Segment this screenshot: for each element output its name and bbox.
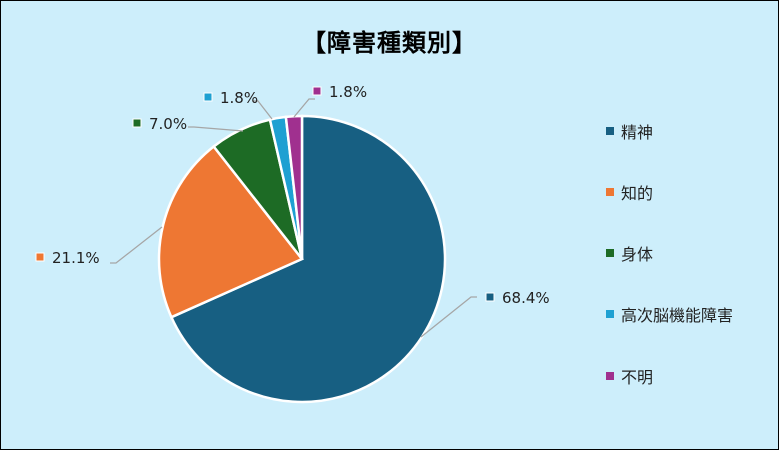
data-label-swatch: [35, 252, 45, 262]
legend-item-1: 精神: [606, 121, 654, 142]
pie-slice-2: [157, 144, 304, 319]
legend-label: 知的: [621, 184, 654, 203]
legend-label: 身体: [621, 245, 654, 264]
legend-item-5: 不明: [606, 366, 654, 387]
data-label-4: 1.8%: [203, 89, 258, 107]
legend-item-3: 身体: [606, 243, 654, 264]
legend-swatch: [606, 127, 614, 135]
data-label-swatch: [485, 292, 495, 302]
data-label-text: 68.4%: [502, 289, 550, 307]
data-label-5: 1.8%: [312, 83, 367, 101]
data-label-swatch: [312, 86, 322, 96]
leader-line-1: [420, 296, 477, 338]
legend-swatch: [606, 372, 614, 380]
data-label-swatch: [203, 92, 213, 102]
leader-line-2: [110, 226, 163, 264]
leader-line-3: [188, 126, 244, 132]
legend-swatch: [606, 310, 614, 318]
data-label-text: 1.8%: [220, 89, 258, 107]
legend-label: 不明: [621, 368, 654, 387]
legend-label: 高次脳機能障害: [621, 306, 734, 325]
data-label-text: 21.1%: [52, 249, 100, 267]
data-label-text: 7.0%: [149, 115, 187, 133]
data-label-text: 1.8%: [329, 83, 367, 101]
data-label-1: 68.4%: [485, 289, 550, 307]
legend-label: 精神: [621, 123, 654, 142]
leader-line-4: [252, 100, 273, 120]
legend-item-4: 高次脳機能障害: [606, 304, 734, 325]
data-label-swatch: [132, 118, 142, 128]
legend-item-2: 知的: [606, 182, 654, 203]
legend-swatch: [606, 188, 614, 196]
data-label-2: 21.1%: [35, 249, 100, 267]
leader-line-5: [293, 98, 315, 118]
legend-swatch: [606, 249, 614, 257]
data-label-3: 7.0%: [132, 115, 187, 133]
chart-title: 【障害種類別】: [302, 29, 477, 57]
